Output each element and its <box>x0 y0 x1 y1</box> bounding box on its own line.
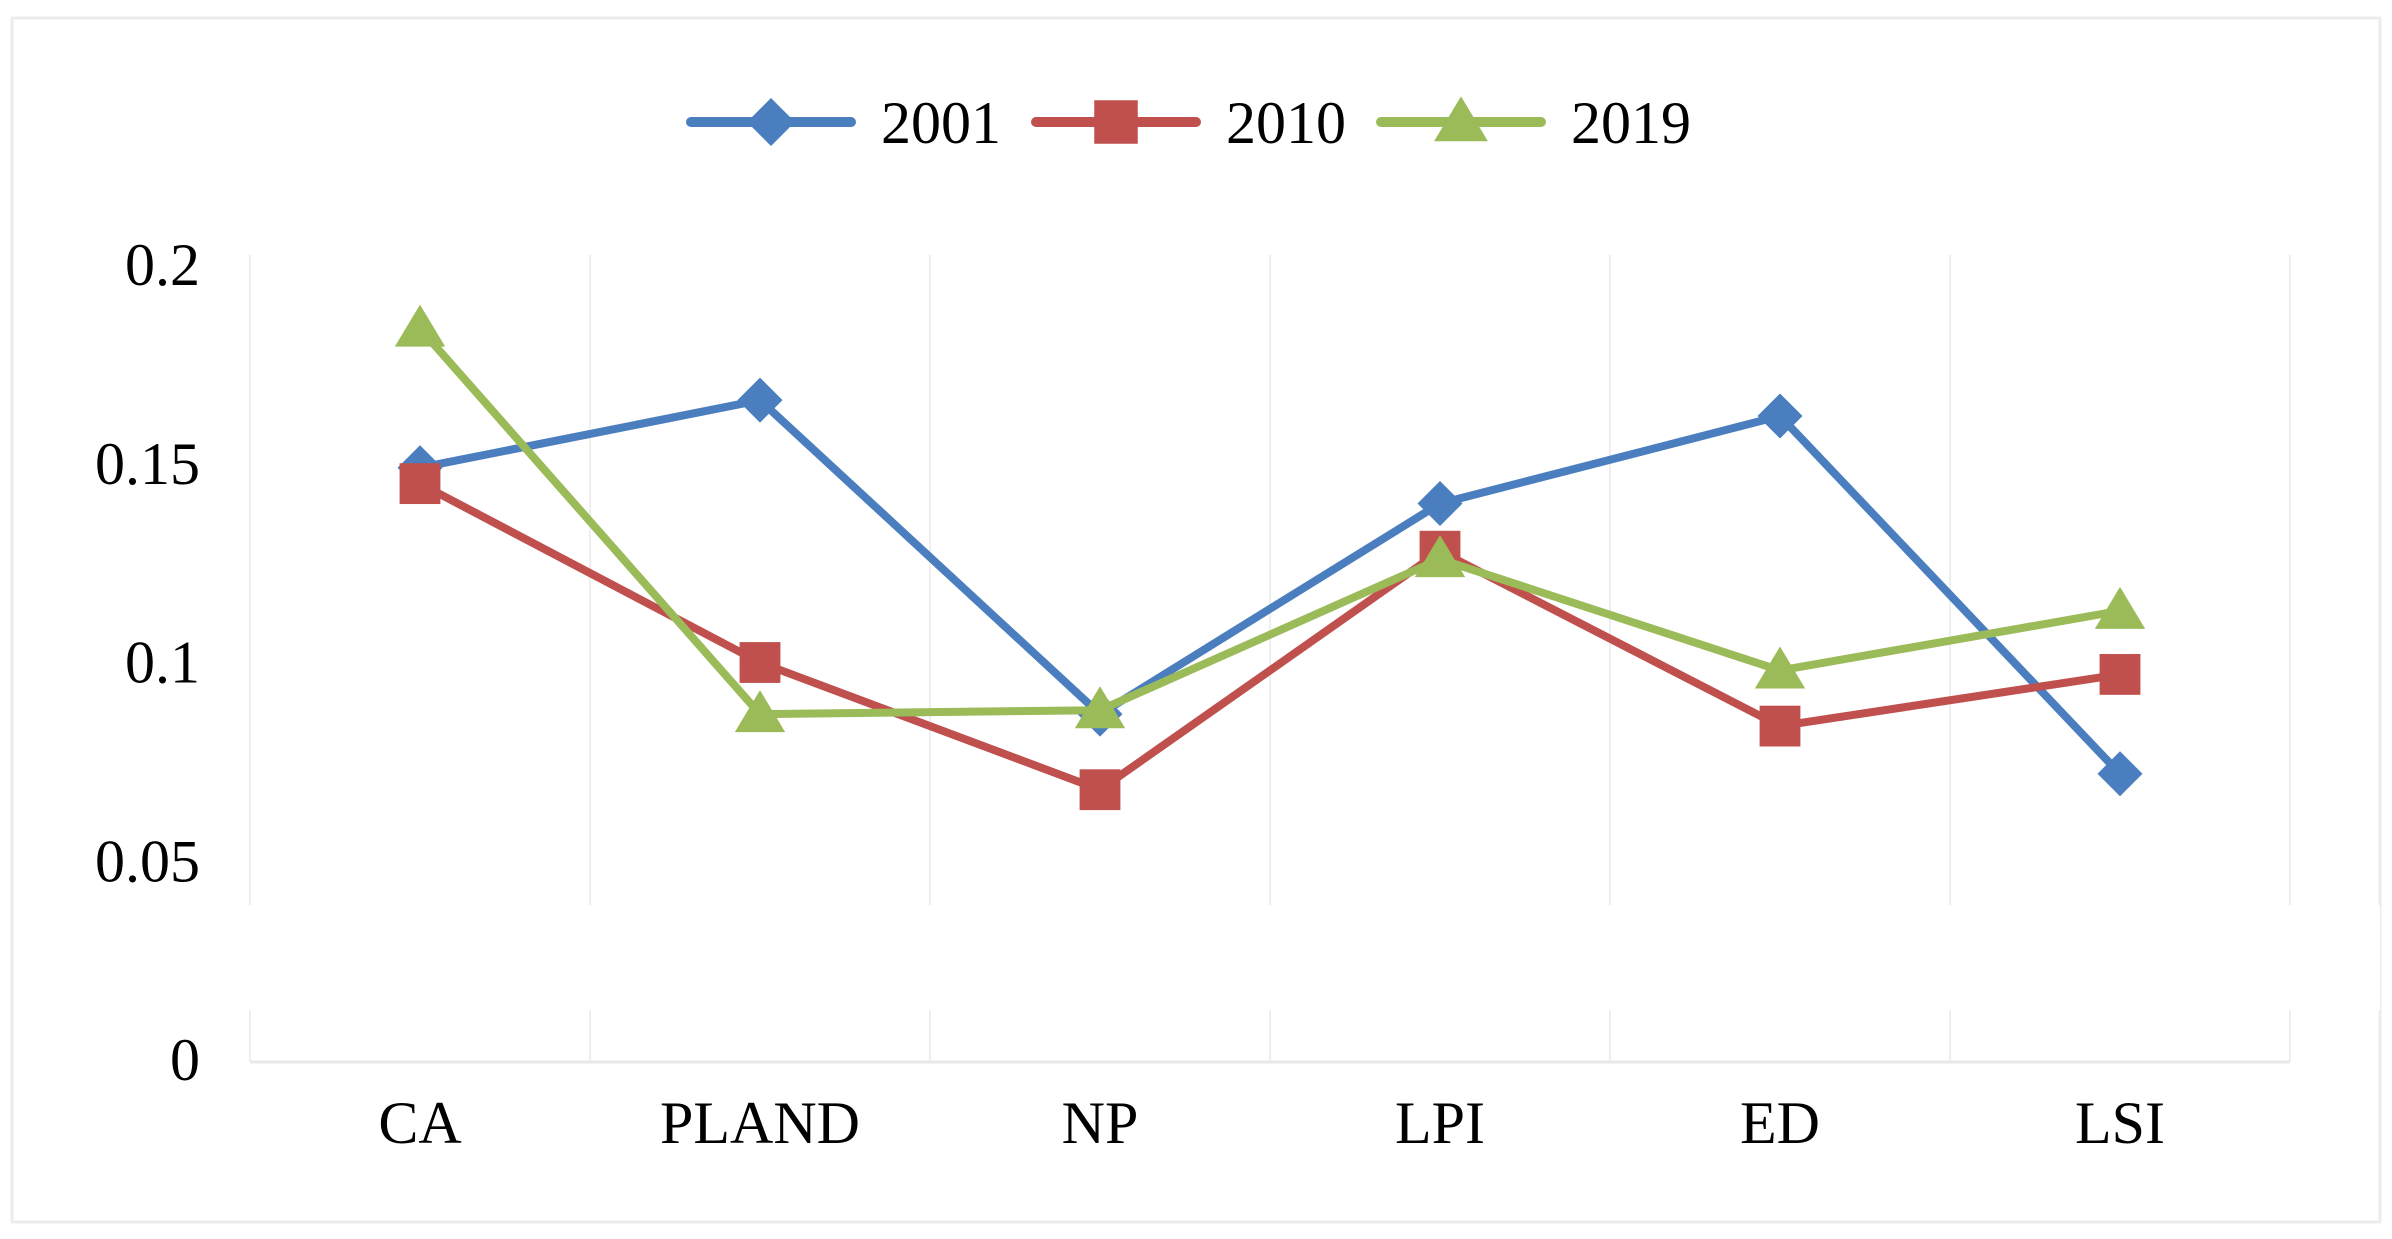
data-point-2001-LSI <box>2097 751 2143 797</box>
legend: 2001 2010 2019 <box>686 90 1691 156</box>
legend-label: 2019 <box>1571 90 1691 156</box>
series-2019 <box>394 304 2146 733</box>
x-axis-tick-labels: CA PLAND NP LPI ED LSI <box>378 1090 2165 1156</box>
data-point-2010-LSI <box>2099 654 2141 695</box>
data-point-2019-LSI <box>2094 586 2146 629</box>
y-tick-label: 0 <box>170 1027 200 1093</box>
data-point-2010-ED <box>1759 705 1801 747</box>
x-tick-label: PLAND <box>660 1090 860 1156</box>
data-point-2019-NP <box>1074 686 1126 729</box>
legend-label: 2010 <box>1226 90 1346 156</box>
data-point-2010-NP <box>1079 769 1121 811</box>
x-tick-label: LPI <box>1395 1090 1485 1156</box>
series-line-2010 <box>416 479 2124 794</box>
series-layer <box>394 304 2146 811</box>
y-tick-label: 0.1 <box>125 630 200 696</box>
axis-break-band <box>60 905 2380 1010</box>
y-tick-label: 0.05 <box>95 828 200 894</box>
legend-swatch-marker-2010 <box>1094 100 1138 144</box>
x-tick-label: LSI <box>2075 1090 2165 1156</box>
x-tick-label: ED <box>1740 1090 1820 1156</box>
data-point-2010-PLAND <box>739 642 781 683</box>
data-point-2001-LPI <box>1417 481 1463 526</box>
data-point-2001-ED <box>1757 393 1803 439</box>
legend-swatch-marker-2019 <box>1434 96 1488 142</box>
data-point-2010-CA <box>399 463 441 505</box>
legend-item-2019: 2019 <box>1376 90 1691 156</box>
y-tick-label: 0.2 <box>125 232 200 298</box>
x-tick-label: NP <box>1062 1090 1139 1156</box>
chart-frame <box>10 16 2382 1224</box>
series-line-2019 <box>416 324 2124 719</box>
legend-item-2001: 2001 <box>686 90 1001 156</box>
x-tick-label: CA <box>378 1090 461 1156</box>
legend-label: 2001 <box>881 90 1001 156</box>
data-point-2019-CA <box>394 304 446 347</box>
data-point-2019-LPI <box>1414 535 1466 578</box>
gridlines <box>249 255 2291 1064</box>
series-line-2001 <box>416 396 2124 778</box>
data-point-2001-PLAND <box>737 377 783 423</box>
data-point-2019-ED <box>1754 646 1806 689</box>
y-tick-label: 0.15 <box>95 431 200 497</box>
data-point-2019-PLAND <box>734 690 786 733</box>
legend-swatch-marker-2001 <box>747 98 795 146</box>
y-axis-tick-labels: 0.2 0.15 0.1 0.05 0 <box>95 232 200 1093</box>
legend-item-2010: 2010 <box>1031 90 1346 156</box>
